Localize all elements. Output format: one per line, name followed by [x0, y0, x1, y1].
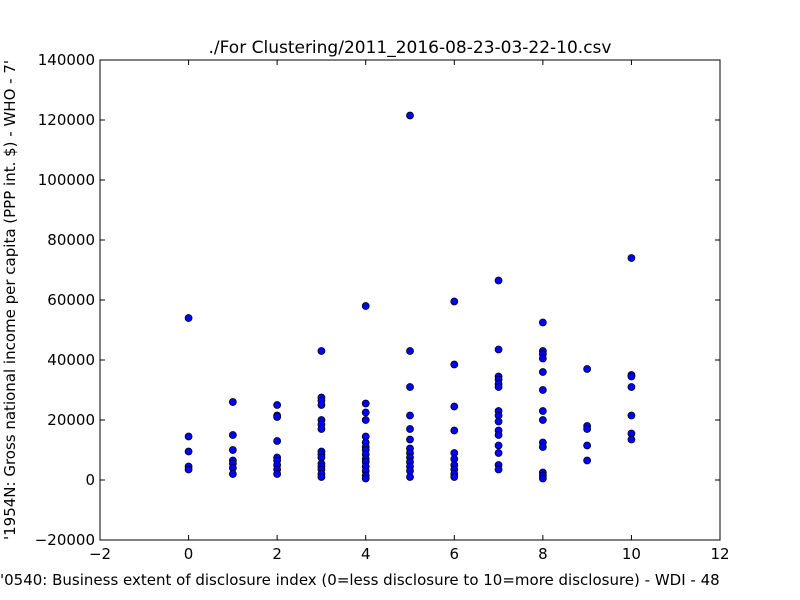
scatter-point — [494, 417, 503, 426]
x-tick-label: 12 — [710, 545, 729, 563]
scatter-point — [583, 365, 592, 373]
scatter-point — [184, 465, 193, 474]
scatter-point — [583, 456, 592, 465]
scatter-point — [406, 111, 414, 120]
x-axis-label: '0540: Business extent of disclosure ind… — [0, 571, 720, 589]
scatter-point — [317, 425, 326, 433]
scatter-point — [494, 465, 503, 474]
scatter-point — [494, 383, 503, 391]
x-tick-label: 0 — [184, 545, 194, 563]
scatter-point — [317, 473, 326, 481]
scatter-point — [361, 399, 370, 408]
scatter-point — [184, 314, 193, 322]
scatter-point — [538, 474, 547, 483]
scatter-point — [494, 441, 503, 450]
scatter-point — [273, 470, 282, 478]
scatter-point — [583, 441, 592, 450]
scatter-point — [494, 345, 503, 354]
scatter-point — [273, 437, 282, 445]
scatter-point — [583, 425, 592, 433]
scatter-point — [494, 449, 503, 457]
x-tick-label: −2 — [89, 545, 111, 563]
x-tick-label: 8 — [538, 545, 548, 563]
y-tick-label: 80000 — [47, 231, 95, 249]
scatter-point — [361, 416, 370, 424]
scatter-point — [273, 413, 282, 421]
y-tick-label: 60000 — [47, 291, 95, 309]
scatter-point — [361, 408, 370, 417]
scatter-point — [228, 398, 237, 406]
y-tick-label: 40000 — [47, 351, 95, 369]
scatter-point — [538, 416, 547, 424]
scatter-point — [450, 297, 459, 306]
axis-ticks: −2 0 2 4 6 8 10 12 −20000 0 20000 40000 60000 80000 10… — [35, 51, 730, 563]
x-tick-label: 2 — [272, 545, 282, 563]
x-tick-label: 10 — [622, 545, 641, 563]
x-tick-label: 4 — [361, 545, 371, 563]
y-tick-label: 0 — [85, 471, 95, 489]
y-tick-label: 140000 — [38, 51, 95, 69]
scatter-point — [361, 302, 370, 310]
scatter-point — [273, 401, 282, 409]
scatter-point — [406, 411, 414, 420]
x-tick-label: 6 — [450, 545, 460, 563]
scatter-point — [627, 435, 636, 444]
y-tick-label: 100000 — [38, 171, 95, 189]
data-points — [184, 111, 636, 483]
scatter-point — [406, 383, 414, 391]
y-tick-label: 20000 — [47, 411, 95, 429]
scatter-point — [538, 368, 547, 376]
y-tick-label: −20000 — [35, 531, 95, 549]
scatter-point — [406, 435, 414, 444]
scatter-point — [184, 447, 193, 456]
scatter-point — [184, 432, 193, 441]
scatter-point — [228, 431, 237, 439]
scatter-point — [450, 426, 459, 435]
scatter-point — [494, 276, 503, 285]
y-tick-label: 120000 — [38, 111, 95, 129]
scatter-point — [627, 372, 636, 381]
scatter-point — [406, 347, 414, 355]
scatter-point — [538, 354, 547, 363]
scatter-point — [406, 473, 414, 481]
scatter-point — [538, 443, 547, 451]
scatter-point — [627, 411, 636, 420]
chart-title: ./For Clustering/2011_2016-08-23-03-22-1… — [209, 38, 612, 58]
scatter-point — [450, 473, 459, 481]
scatter-point — [406, 425, 414, 433]
scatter-point — [538, 386, 547, 394]
scatter-point — [317, 347, 326, 355]
scatter-point — [361, 474, 370, 483]
y-axis-label: '1954N: Gross national income per capita… — [1, 60, 19, 540]
scatter-point — [538, 407, 547, 415]
scatter-point — [228, 470, 237, 478]
scatter-point — [494, 431, 503, 439]
scatter-point — [450, 402, 459, 411]
scatter-point — [228, 446, 237, 454]
scatter-point — [627, 383, 636, 391]
scatter-point — [450, 360, 459, 369]
scatter-point — [538, 318, 547, 327]
scatter-point — [627, 254, 636, 262]
scatter-point — [317, 401, 326, 409]
